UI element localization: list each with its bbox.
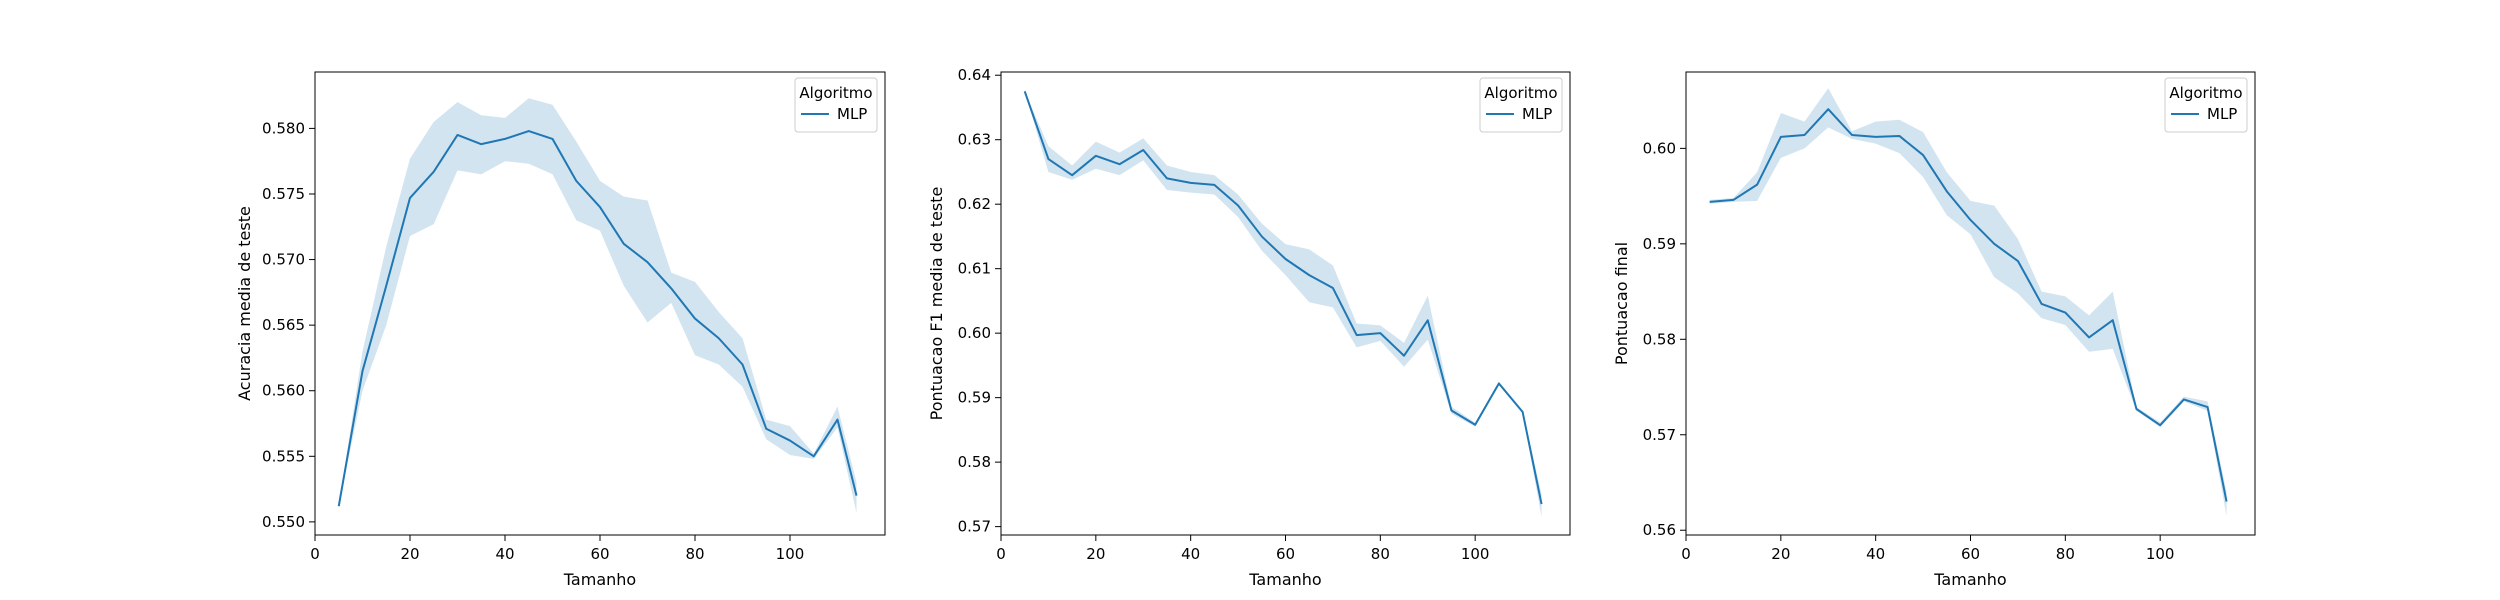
series-line-1 xyxy=(1023,91,1543,505)
x-axis-label: Tamanho xyxy=(1248,570,1321,589)
x-tick-label: 100 xyxy=(2146,545,2175,563)
confidence-band-1 xyxy=(1709,88,2227,516)
y-tick-label: 0.62 xyxy=(958,195,991,213)
x-tick-label: 0 xyxy=(1681,545,1691,563)
y-tick-label: 0.59 xyxy=(1643,235,1676,253)
confidence-band-1 xyxy=(338,98,857,513)
x-tick-label: 0 xyxy=(996,545,1006,563)
x-tick-label: 60 xyxy=(1961,545,1980,563)
x-tick-label: 100 xyxy=(776,545,805,563)
legend: Algoritmo MLP xyxy=(794,77,878,133)
chart-panel-1: 0 20 40 60 80 100 0.550 0.555 0.560 0.565 0.570 0.5… xyxy=(235,71,886,589)
legend-entry: MLP xyxy=(2207,105,2237,123)
legend-title: Algoritmo xyxy=(1484,84,1557,102)
y-tick-label: 0.570 xyxy=(262,251,305,269)
x-tick-label: 20 xyxy=(1771,545,1790,563)
y-tick-label: 0.550 xyxy=(262,513,305,531)
y-axis-label: Pontuacao final xyxy=(1612,242,1631,365)
x-tick-label: 40 xyxy=(495,545,514,563)
y-tick-label: 0.580 xyxy=(262,119,305,137)
y-tick-label: 0.560 xyxy=(262,382,305,400)
y-tick-label: 0.57 xyxy=(1643,426,1676,444)
x-tick-label: 80 xyxy=(2056,545,2075,563)
x-tick-label: 80 xyxy=(1371,545,1390,563)
confidence-band-1 xyxy=(1024,91,1542,517)
legend: Algoritmo MLP xyxy=(1479,77,1563,133)
y-tick-label: 0.64 xyxy=(958,66,991,84)
y-tick-label: 0.56 xyxy=(1643,521,1676,539)
y-axis-label: Pontuacao F1 media de teste xyxy=(927,187,946,421)
legend-entry: MLP xyxy=(837,105,867,123)
x-axis-label: Tamanho xyxy=(563,570,636,589)
y-tick-label: 0.60 xyxy=(958,324,991,342)
legend-entry: MLP xyxy=(1522,105,1552,123)
x-tick-label: 40 xyxy=(1181,545,1200,563)
x-tick-label: 0 xyxy=(310,545,320,563)
chart-panel-3: 0 20 40 60 80 100 0.56 0.57 0.58 0.59 0.60 Tamanho P… xyxy=(1612,71,2256,589)
y-tick-label: 0.58 xyxy=(1643,330,1676,348)
chart-panel-2: 0 20 40 60 80 100 0.57 0.58 0.59 0.60 0.61 0.62 0.63… xyxy=(927,66,1571,589)
y-tick-label: 0.555 xyxy=(262,447,305,465)
y-tick-label: 0.61 xyxy=(958,260,991,278)
legend: Algoritmo MLP xyxy=(2164,77,2248,133)
legend-title: Algoritmo xyxy=(2169,84,2242,102)
x-tick-label: 40 xyxy=(1866,545,1885,563)
x-tick-label: 100 xyxy=(1461,545,1490,563)
y-tick-label: 0.57 xyxy=(958,518,991,536)
y-tick-label: 0.575 xyxy=(262,185,305,203)
series-line-1 xyxy=(1709,108,2228,502)
legend-box xyxy=(1479,77,1563,133)
y-tick-label: 0.63 xyxy=(958,131,991,149)
x-tick-label: 60 xyxy=(1276,545,1295,563)
x-tick-label: 60 xyxy=(590,545,609,563)
x-tick-label: 20 xyxy=(400,545,419,563)
series-line-1 xyxy=(337,130,858,507)
y-axis-label: Acuracia media de teste xyxy=(235,206,254,401)
legend-title: Algoritmo xyxy=(799,84,872,102)
y-tick-label: 0.58 xyxy=(958,453,991,471)
y-tick-label: 0.59 xyxy=(958,389,991,407)
legend-box xyxy=(794,77,878,133)
x-tick-label: 20 xyxy=(1086,545,1105,563)
y-tick-label: 0.565 xyxy=(262,316,305,334)
axes-frame xyxy=(314,71,886,536)
axes-frame xyxy=(1000,71,1571,536)
x-tick-label: 80 xyxy=(685,545,704,563)
legend-box xyxy=(2164,77,2248,133)
x-axis-label: Tamanho xyxy=(1933,570,2006,589)
y-tick-label: 0.60 xyxy=(1643,139,1676,157)
